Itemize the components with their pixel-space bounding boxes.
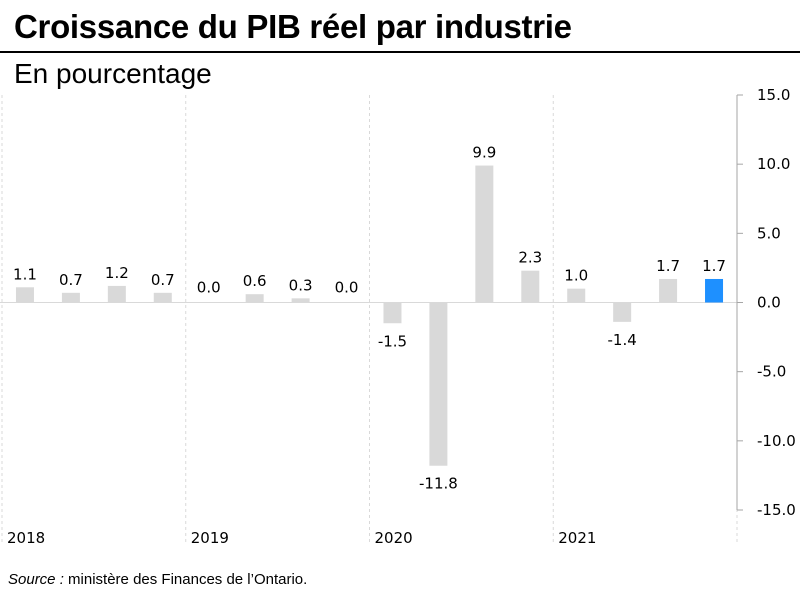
bar [567,288,586,303]
source-note: Source : ministère des Finances de l’Ont… [8,571,307,588]
data-label: 2.3 [518,249,542,267]
source-label: Source : [8,571,64,588]
bar [429,302,448,466]
data-label: -1.5 [378,332,407,350]
title-divider [0,51,800,53]
chart-title: Croissance du PIB réel par industrie [14,8,572,45]
bar [153,292,172,303]
data-label: 1.2 [105,264,129,282]
bar [475,165,494,303]
bar [613,302,632,322]
data-label: 0.3 [289,276,313,294]
data-label: 9.9 [472,144,496,162]
data-label: 1.7 [702,257,726,275]
chart-subtitle: En pourcentage [14,58,212,89]
data-label: 0.0 [335,279,359,297]
year-label: 2019 [191,529,229,547]
bar [61,292,80,303]
y-tick-label: 0.0 [757,294,781,312]
data-label: 0.0 [197,279,221,297]
data-label: 1.0 [564,267,588,285]
data-label: 1.7 [656,257,680,275]
bar [659,278,678,303]
bar [245,294,264,303]
data-label: 0.7 [151,271,175,289]
y-tick-label: -5.0 [757,363,786,381]
data-label: -11.8 [419,475,458,493]
bar-highlight [705,278,724,303]
y-tick-label: 10.0 [757,155,790,173]
y-tick-label: 15.0 [757,86,790,104]
y-tick-label: -10.0 [757,432,796,450]
source-text: ministère des Finances de l’Ontario. [68,571,308,588]
year-label: 2021 [558,529,596,547]
bar [107,285,126,303]
y-tick-label: 5.0 [757,224,781,242]
bar [15,287,34,303]
year-label: 2020 [375,529,413,547]
year-label: 2018 [7,529,45,547]
data-label: -1.4 [608,331,637,349]
y-tick-label: -15.0 [757,501,796,519]
data-label: 0.6 [243,272,267,290]
bar [521,270,540,303]
bar [291,298,310,303]
bar [383,302,402,324]
data-label: 1.1 [13,265,37,283]
data-label: 0.7 [59,271,83,289]
